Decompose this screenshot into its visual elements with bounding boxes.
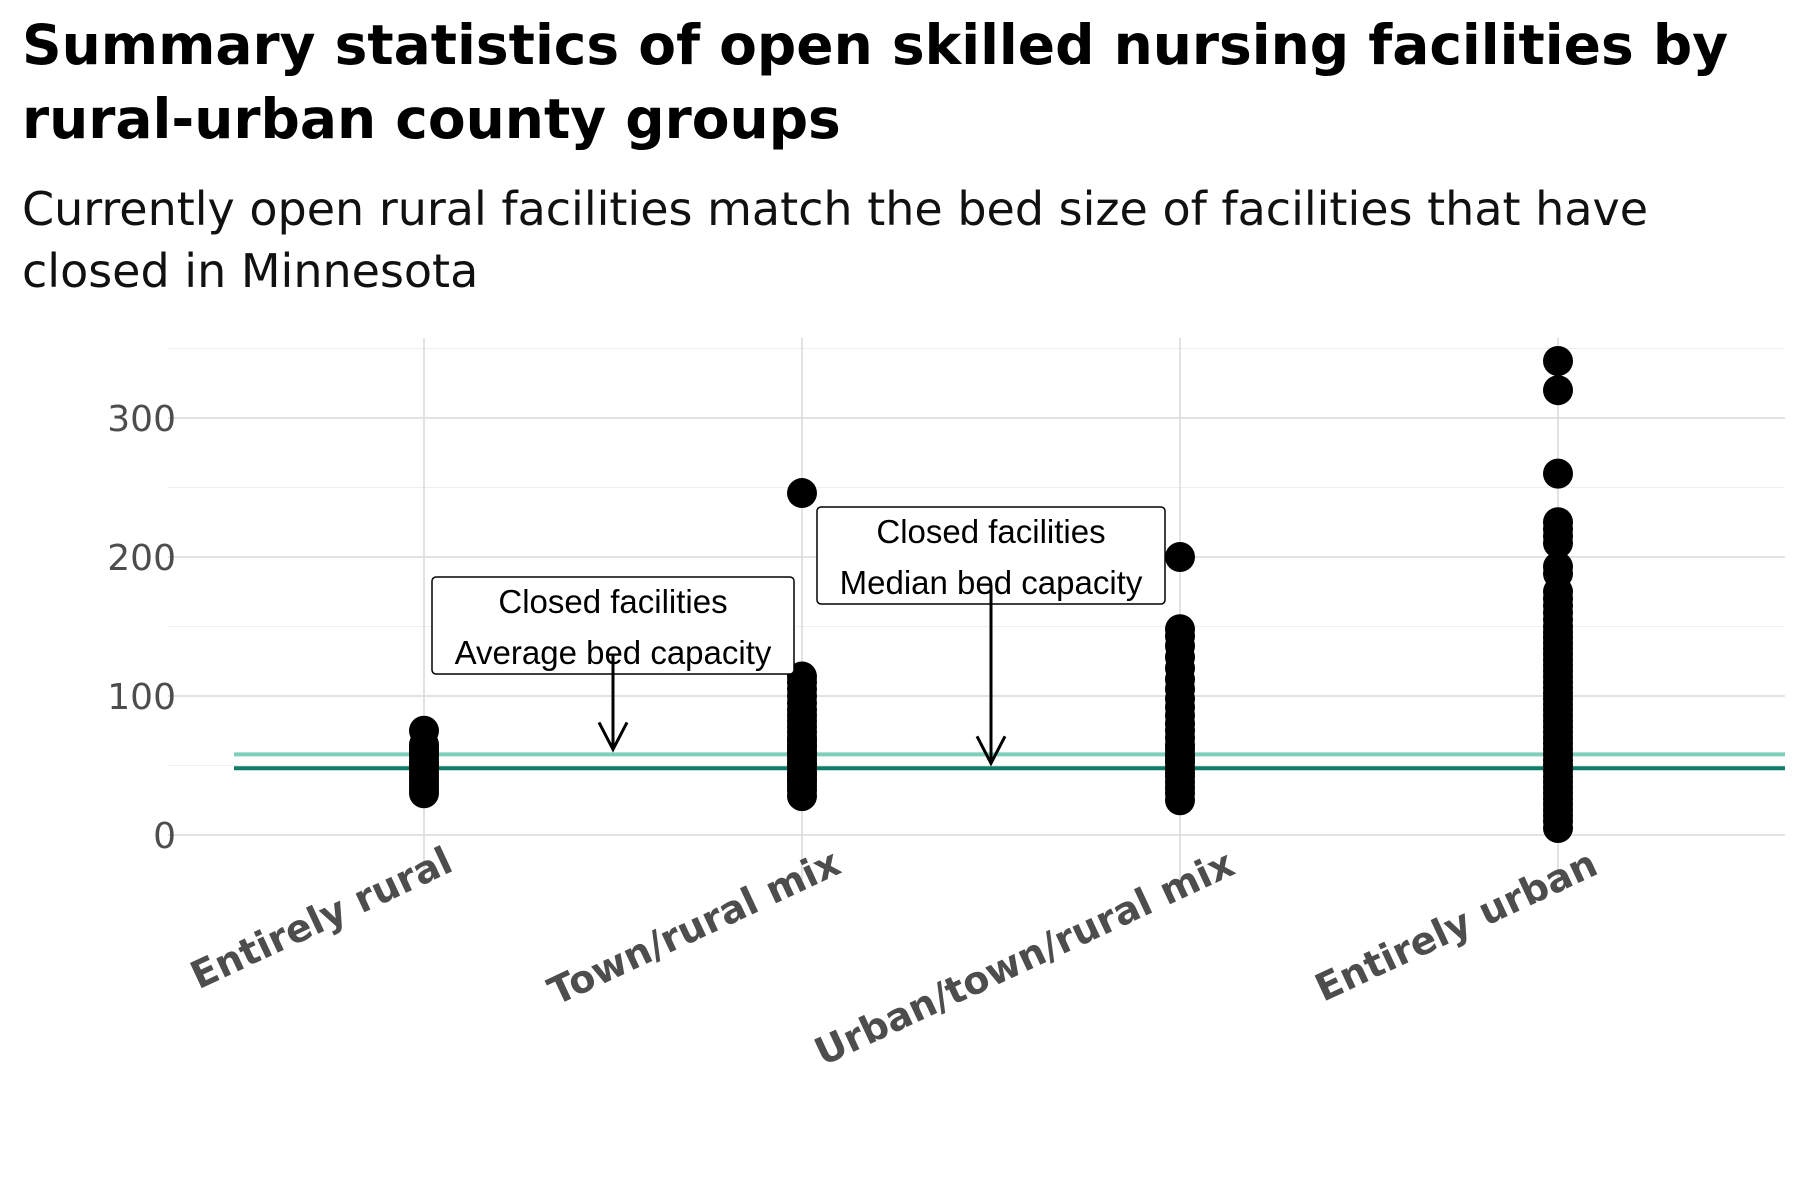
- data-point: [1543, 375, 1573, 406]
- data-point: [1543, 551, 1573, 582]
- y-tick-label: 200: [107, 538, 176, 579]
- data-point: [1543, 507, 1573, 538]
- y-tick-label: 0: [153, 816, 176, 857]
- chart-subtitle: Currently open rural facilities match th…: [22, 182, 1649, 298]
- data-point: [1165, 614, 1195, 645]
- data-point: [1543, 346, 1573, 377]
- data-point: [409, 715, 439, 746]
- annotation-text: Closed facilities: [498, 583, 727, 620]
- data-points: [409, 346, 1573, 844]
- x-tick-label: Urban/town/rural mix: [808, 841, 1241, 1074]
- y-tick-label: 300: [107, 399, 176, 440]
- x-tick-label: Entirely rural: [184, 838, 459, 997]
- chart-title: Summary statistics of open skilled nursi…: [22, 13, 1729, 151]
- reference-lines: [234, 752, 1785, 771]
- data-point: [1165, 542, 1195, 572]
- x-tick-label: Entirely urban: [1308, 841, 1603, 1010]
- annotation-arrowhead: [975, 735, 1007, 767]
- annotation-arrowhead: [597, 721, 629, 753]
- x-tick-label: Town/rural mix: [541, 840, 847, 1014]
- annotation-text: Closed facilities: [876, 513, 1105, 550]
- data-point: [787, 478, 817, 509]
- y-tick-label: 100: [107, 677, 176, 718]
- data-point: [1543, 458, 1573, 489]
- y-axis: 0 100 200 300: [107, 399, 176, 857]
- x-axis: Entirely rural Town/rural mixUrban/town/r…: [184, 838, 1604, 1074]
